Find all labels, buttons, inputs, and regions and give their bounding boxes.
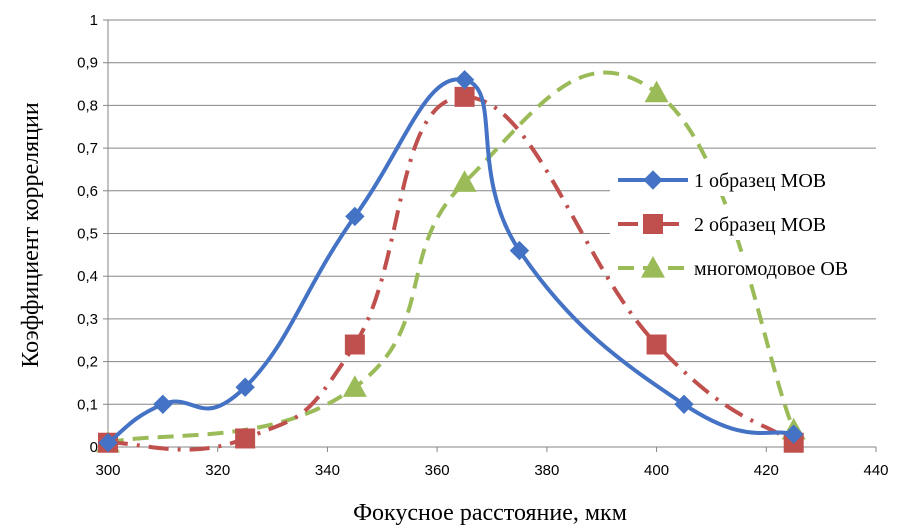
legend-item-1: 1 образец МОВ [610, 164, 888, 196]
legend-marker-3 [641, 256, 665, 278]
series-1-point-1 [153, 394, 173, 415]
grid-lines [108, 19, 876, 405]
legend-item-2: 2 образец МОВ [610, 208, 888, 240]
x-tick-label-4: 380 [534, 462, 559, 479]
series-2-point-2 [344, 334, 365, 355]
y-tick-label-4: 0,4 [77, 268, 98, 285]
series-1-point-5 [509, 240, 530, 261]
series-1-point-0 [98, 433, 118, 453]
x-tick-label-7: 440 [863, 462, 888, 479]
y-tick-label-2: 0,2 [77, 354, 98, 371]
x-tick-label-6: 420 [754, 462, 779, 479]
x-tick-label-3: 360 [425, 462, 450, 479]
series-group [96, 70, 806, 453]
series-1-point-2 [235, 377, 255, 397]
series-3-point-3 [644, 80, 669, 103]
y-tick-label-5: 0,5 [77, 226, 98, 243]
x-tick-label-0: 300 [95, 462, 120, 479]
legend-item-3: многомодовое ОВ [610, 252, 888, 284]
series-3-point-2 [452, 170, 477, 192]
series-1-point-7 [784, 424, 804, 444]
y-tick-label-3: 0,3 [77, 311, 98, 328]
legend-label-2: 2 образец МОВ [694, 214, 826, 236]
x-tick-labels: 300 320 340 360 380 400 420 440 [95, 462, 888, 479]
legend: 1 образец МОВ 2 образец МОВ многомодовое О… [610, 164, 888, 284]
y-tick-label-9: 0,9 [77, 55, 98, 72]
y-tick-label-8: 0,8 [77, 97, 98, 114]
y-tick-label-6: 0,6 [77, 183, 98, 200]
legend-marker-2 [643, 214, 663, 234]
legend-label-3: многомодовое ОВ [694, 258, 848, 280]
x-axis-title: Фокусное расстояние, мкм [353, 500, 627, 526]
series-3-point-1 [342, 375, 367, 397]
y-axis-title: Коэффициент корреляции [18, 102, 44, 368]
series-2-point-4 [646, 334, 667, 355]
x-tick-label-2: 340 [315, 462, 340, 479]
y-tick-label-0: 0 [90, 439, 98, 456]
series-2-point-3 [454, 86, 475, 107]
series-1-line [106, 77, 795, 445]
y-tick-label-10: 1 [90, 12, 98, 29]
legend-marker-1 [643, 170, 663, 190]
series-1-point-6 [674, 394, 694, 415]
series-2-point-1 [235, 428, 256, 449]
y-tick-label-7: 0,7 [77, 140, 98, 157]
series-1-point-3 [345, 206, 365, 227]
series-3-line [107, 70, 796, 445]
y-tick-labels: 0 0,1 0,2 0,3 0,4 0,5 0,6 0,7 0,8 0,9 1 [77, 12, 98, 456]
x-tick-label-5: 400 [644, 462, 669, 479]
x-tick-label-1: 320 [205, 462, 230, 479]
y-tick-label-1: 0,1 [77, 396, 98, 413]
series-1 [98, 70, 804, 453]
legend-label-1: 1 образец МОВ [694, 170, 826, 192]
series-1-point-4 [454, 70, 475, 90]
